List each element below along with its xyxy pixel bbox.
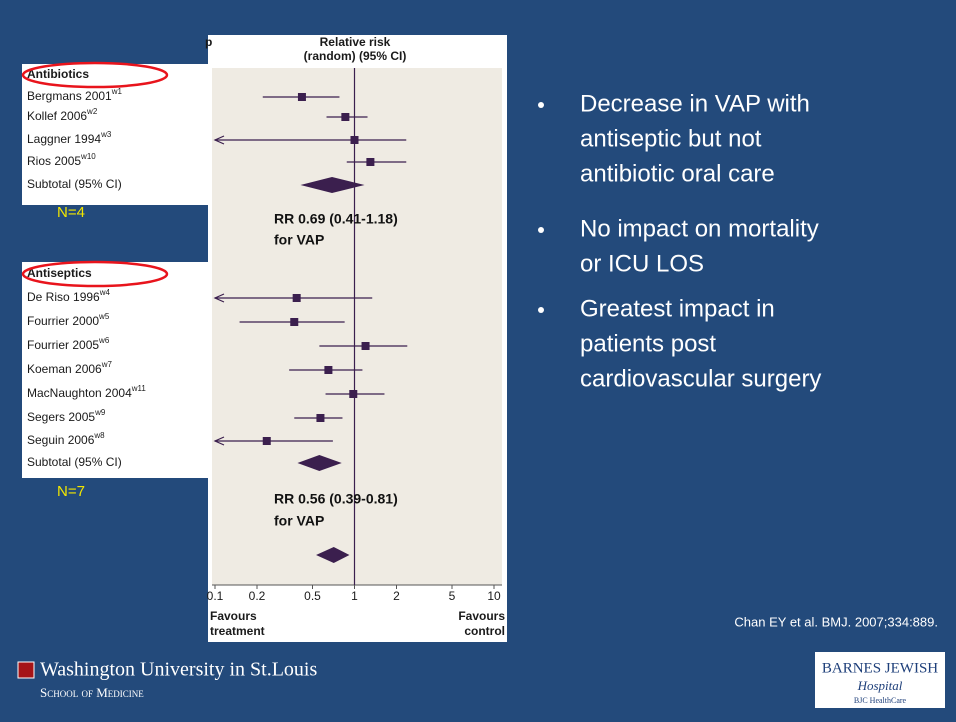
subtotal-label: Subtotal (95% CI) — [27, 177, 122, 191]
study-name: Rios 2005 — [27, 154, 81, 168]
logo-box — [815, 652, 945, 708]
study-ref: w9 — [94, 408, 106, 417]
study-ref: w7 — [101, 360, 113, 369]
study-name: Fourrier 2005 — [27, 338, 99, 352]
study-label: Rios 2005w10 — [27, 152, 96, 168]
x-tick-label: 0.1 — [207, 589, 224, 603]
point-estimate — [361, 342, 370, 350]
study-name: MacNaughton 2004 — [27, 386, 132, 400]
favours-left: Favours — [210, 609, 257, 623]
logo-right: BJC HealthCare — [854, 696, 907, 705]
x-tick-label: 0.2 — [249, 589, 266, 603]
point-estimate — [297, 93, 306, 101]
study-name: Kollef 2006 — [27, 109, 87, 123]
bullet-dot — [538, 102, 544, 108]
chart-subtitle: (random) (95% CI) — [304, 49, 407, 63]
study-label: Seguin 2006w8 — [27, 431, 105, 447]
study-name: Fourrier 2000 — [27, 314, 99, 328]
label-box — [22, 262, 208, 478]
bullet-dot — [538, 227, 544, 233]
subtotal-label: Subtotal (95% CI) — [27, 455, 122, 469]
ci-arrow — [213, 436, 225, 446]
study-ref: w1 — [111, 87, 123, 96]
study-label: Kollef 2006w2 — [27, 107, 98, 123]
study-name: Segers 2005 — [27, 410, 95, 424]
study-ref: w5 — [98, 312, 110, 321]
n-label: N=4 — [57, 204, 85, 221]
bullet-text: Decrease in VAP with — [580, 90, 810, 117]
study-ref: w11 — [131, 384, 147, 393]
study-ref: w3 — [100, 130, 112, 139]
diamond — [300, 177, 365, 193]
study-label: Fourrier 2005w6 — [27, 336, 110, 352]
citation: Chan EY et al. BMJ. 2007;334:889. — [734, 614, 938, 629]
study-name: Laggner 1994 — [27, 132, 101, 146]
group-label: Antibiotics — [27, 67, 89, 81]
ci-arrow — [213, 293, 225, 303]
bullet-text: antibiotic oral care — [580, 160, 775, 187]
bullet-text: patients post — [580, 330, 716, 357]
logo-shield — [17, 661, 35, 679]
rr-annotation: RR 0.56 (0.39-0.81) — [274, 491, 398, 507]
study-ref: w4 — [99, 288, 111, 297]
ci-arrow — [213, 135, 225, 145]
study-name: De Riso 1996 — [27, 290, 100, 304]
favours-left: treatment — [210, 624, 265, 638]
plot-area — [212, 68, 502, 585]
highlight-ring — [21, 61, 169, 89]
diamond — [316, 547, 350, 563]
study-label: Fourrier 2000w5 — [27, 312, 110, 328]
point-estimate — [316, 414, 325, 422]
bullet-text: Greatest impact in — [580, 295, 775, 322]
point-estimate — [324, 366, 333, 374]
diamond — [297, 455, 342, 471]
study-name: Koeman 2006 — [27, 362, 102, 376]
rr-annotation: for VAP — [274, 232, 324, 248]
bullet-text: antiseptic but not — [580, 125, 762, 152]
logo-left: Washington University in St.Louis — [40, 659, 317, 681]
x-tick-label: 2 — [393, 589, 400, 603]
study-name: Seguin 2006 — [27, 433, 95, 447]
group-label: Antiseptics — [27, 266, 92, 280]
rr-annotation: for VAP — [274, 513, 324, 529]
study-label: De Riso 1996w4 — [27, 288, 110, 304]
chart-title: Relative risk — [320, 35, 391, 49]
point-estimate — [350, 136, 359, 144]
logo-right: Hospital — [857, 678, 903, 693]
header-fragment: p — [205, 35, 212, 49]
favours-right: Favours — [458, 609, 505, 623]
study-label: Koeman 2006w7 — [27, 360, 113, 376]
study-ref: w6 — [98, 336, 110, 345]
n-label: N=7 — [57, 483, 85, 500]
point-estimate — [349, 390, 358, 398]
bullet-text: or ICU LOS — [580, 250, 704, 277]
study-label: Laggner 1994w3 — [27, 130, 112, 146]
point-estimate — [292, 294, 301, 302]
x-tick-label: 5 — [449, 589, 456, 603]
point-estimate — [262, 437, 271, 445]
study-name: Bergmans 2001 — [27, 89, 112, 103]
study-ref: w8 — [93, 431, 105, 440]
logo-right: BARNES JEWISH — [822, 660, 938, 676]
bullet-text: cardiovascular surgery — [580, 365, 821, 392]
highlight-ring — [21, 260, 169, 288]
rr-annotation: RR 0.69 (0.41-1.18) — [274, 211, 398, 227]
x-tick-label: 0.5 — [304, 589, 321, 603]
bullet-text: No impact on mortality — [580, 215, 819, 242]
favours-right: control — [464, 624, 505, 638]
logo-left: School of Medicine — [40, 685, 144, 700]
bullet-dot — [538, 307, 544, 313]
point-estimate — [366, 158, 375, 166]
study-label: MacNaughton 2004w11 — [27, 384, 146, 400]
x-tick-label: 10 — [487, 589, 501, 603]
point-estimate — [290, 318, 299, 326]
x-tick-label: 1 — [351, 589, 358, 603]
study-label: Bergmans 2001w1 — [27, 87, 123, 103]
point-estimate — [341, 113, 350, 121]
study-ref: w10 — [80, 152, 96, 161]
study-ref: w2 — [86, 107, 98, 116]
study-label: Segers 2005w9 — [27, 408, 106, 424]
